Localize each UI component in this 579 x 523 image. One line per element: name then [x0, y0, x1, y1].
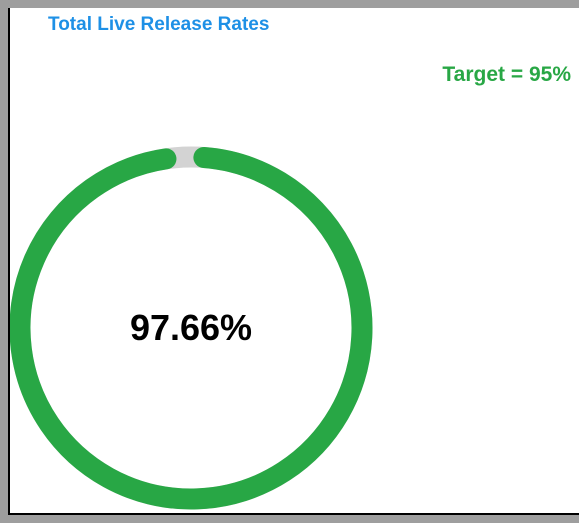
gauge-value: 97.66%	[130, 307, 252, 348]
live-release-rate-panel: Total Live Release Rates Target = 95% 97…	[8, 8, 579, 515]
gauge-fill-arc	[10, 146, 373, 510]
panel-title: Total Live Release Rates	[48, 14, 270, 35]
target-label: Target = 95%	[442, 63, 571, 86]
gauge-chart: 97.66%	[10, 146, 373, 510]
